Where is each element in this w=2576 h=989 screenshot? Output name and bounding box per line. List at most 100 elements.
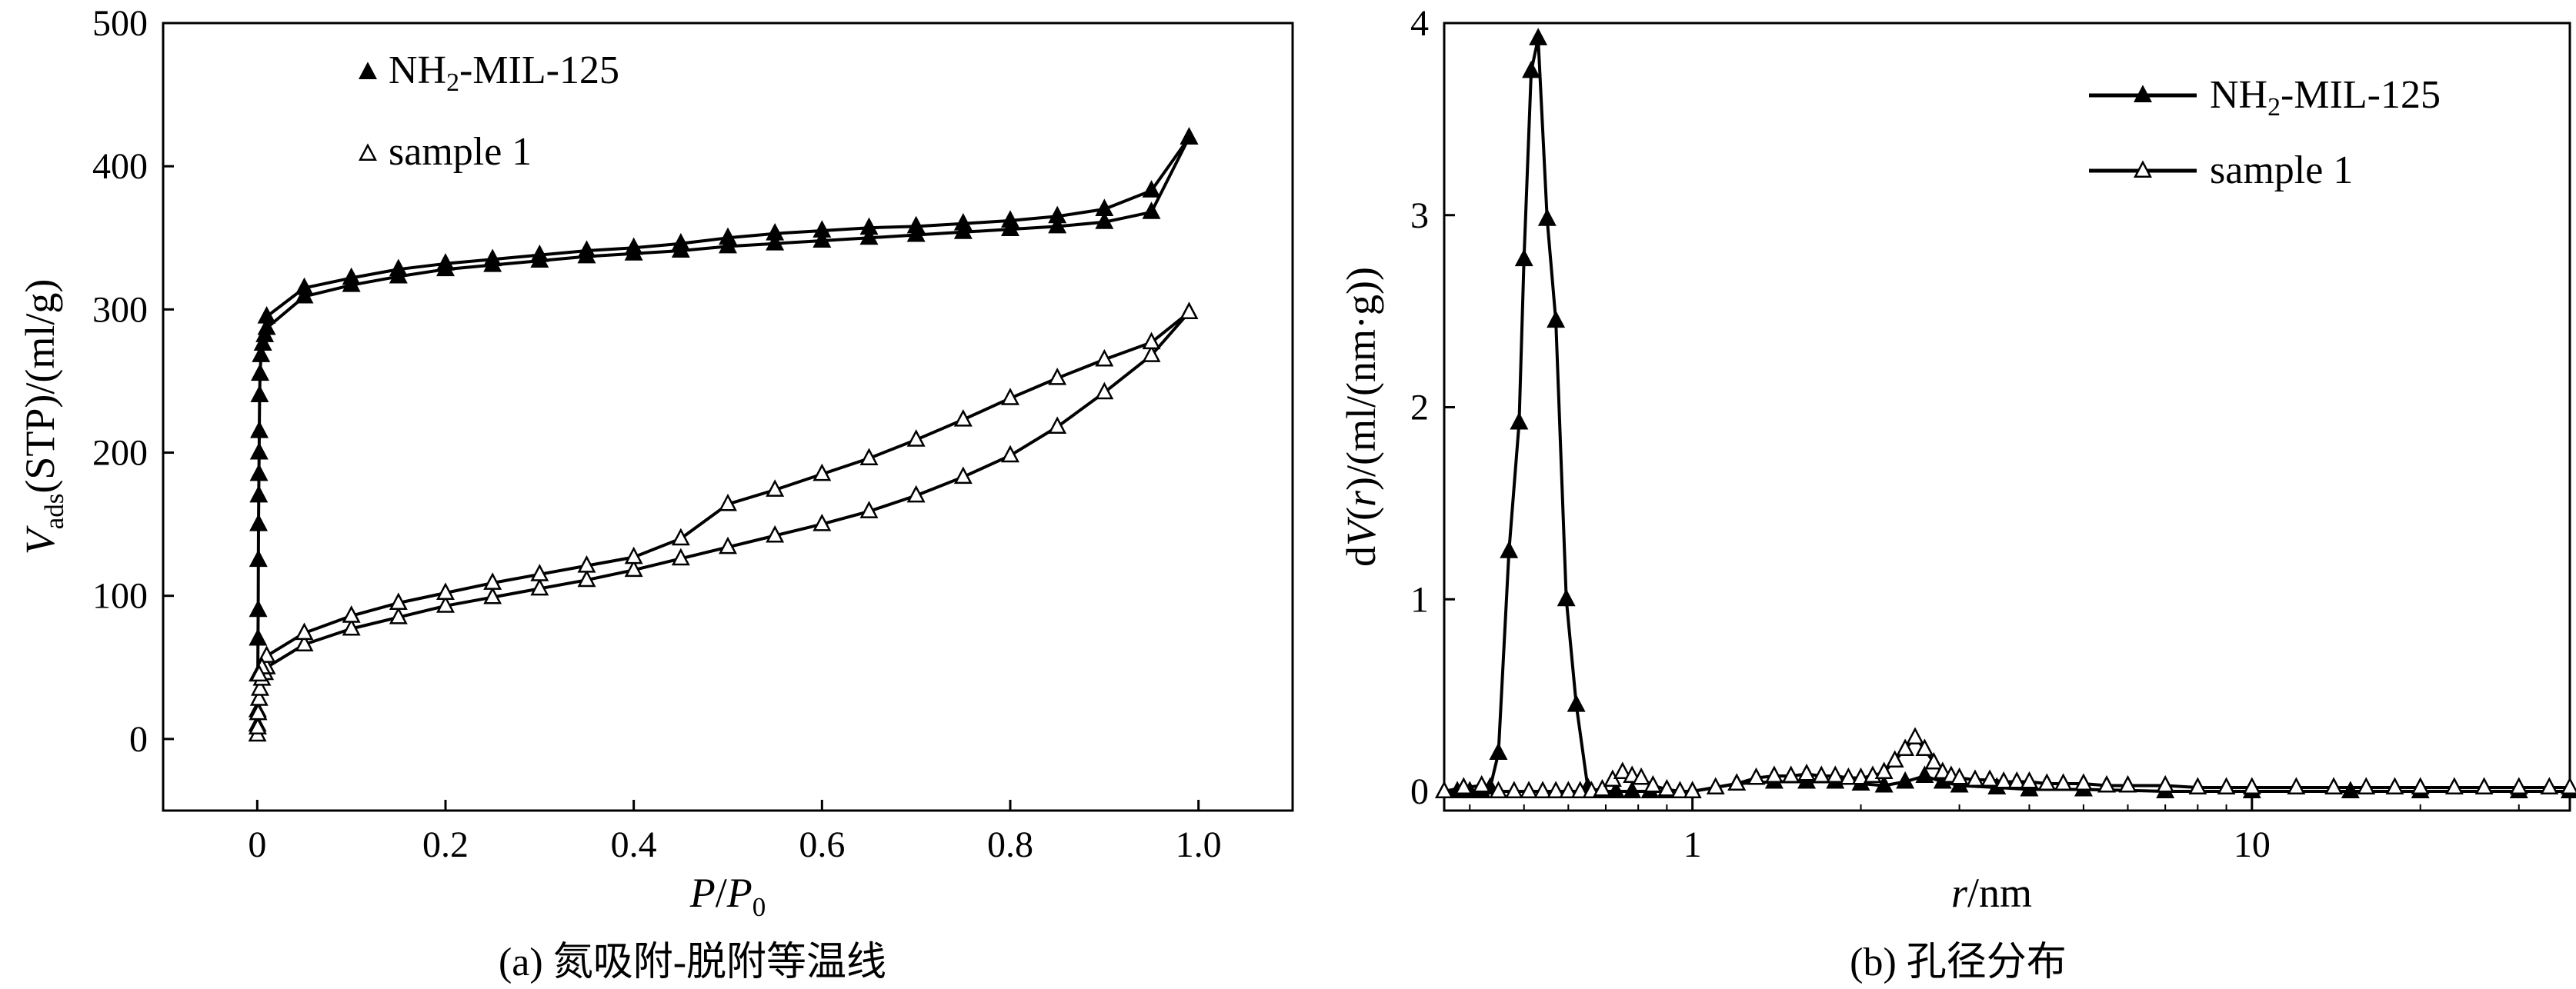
data-point — [1747, 767, 1766, 785]
data-point — [1915, 738, 1934, 757]
data-point — [1764, 765, 1784, 783]
data-point — [2074, 773, 2093, 791]
data-point — [1095, 381, 1114, 400]
data-point — [624, 559, 643, 578]
data-point — [389, 592, 408, 610]
data-point — [2287, 777, 2306, 794]
series-line-0 — [1444, 37, 2570, 793]
data-point — [249, 599, 268, 618]
chart-isotherm: 0 0.2 0.4 0.6 0.8 1.0 0 100 200 300 400 500 P/P0 Vads… — [17, 3, 1294, 922]
data-point — [624, 546, 643, 564]
y-tick-label: 500 — [92, 3, 148, 44]
data-point — [1613, 761, 1632, 779]
data-point — [1454, 777, 1473, 794]
data-point — [1670, 781, 1690, 798]
data-point — [257, 645, 276, 663]
x-tick-label: 0.6 — [799, 824, 845, 865]
data-point — [1180, 301, 1199, 320]
y-tick-label: 300 — [92, 289, 148, 330]
data-point — [389, 606, 408, 624]
data-point — [766, 524, 785, 543]
data-point — [1142, 331, 1161, 350]
data-point — [1966, 769, 1984, 787]
data-point — [436, 582, 455, 600]
data-point — [1095, 198, 1114, 216]
data-point — [577, 569, 596, 588]
data-point — [257, 317, 276, 335]
legend-label: NH2-MIL-125 — [389, 48, 619, 97]
x-axis-title: r/nm — [1951, 870, 2032, 916]
data-point — [1570, 781, 1590, 798]
data-point — [483, 248, 502, 267]
data-point — [1683, 781, 1702, 798]
data-point — [813, 230, 832, 248]
x-axis-title: P/P0 — [689, 870, 766, 922]
data-point — [1781, 765, 1800, 783]
data-point — [813, 513, 832, 531]
data-point — [1559, 781, 1578, 798]
data-point — [1489, 742, 1508, 761]
data-point — [906, 224, 926, 242]
data-point — [859, 217, 879, 235]
data-point — [295, 277, 314, 295]
data-point — [249, 628, 268, 646]
data-point — [577, 554, 596, 573]
data-point — [295, 622, 314, 641]
data-point — [1514, 248, 1533, 267]
y-tick-label: 4 — [1410, 3, 1429, 44]
data-point — [906, 429, 926, 447]
data-point — [249, 485, 269, 503]
data-point — [1797, 763, 1817, 781]
y-tick-label: 3 — [1410, 195, 1429, 236]
data-point — [577, 240, 596, 258]
data-point — [1851, 767, 1870, 785]
data-point — [1500, 541, 1519, 558]
series-line-1-adsorption — [255, 311, 1190, 735]
data-point — [1510, 411, 1529, 430]
data-point — [953, 466, 973, 485]
data-point — [906, 485, 926, 503]
data-point — [530, 244, 549, 262]
data-point — [250, 385, 269, 403]
x-tick-label: 0.8 — [987, 824, 1033, 865]
data-point — [1593, 778, 1612, 797]
legend-marker — [359, 62, 377, 79]
data-point — [719, 227, 737, 245]
data-point — [1874, 774, 1894, 793]
data-point — [1874, 761, 1894, 779]
data-point — [1896, 771, 1915, 789]
data-point — [1906, 727, 1924, 745]
data-point — [342, 618, 361, 636]
y-tick-label: 100 — [92, 576, 148, 617]
data-point — [2540, 777, 2559, 794]
data-point — [2242, 777, 2261, 794]
data-point — [257, 306, 276, 324]
x-tick-label: 0 — [248, 824, 266, 865]
data-point — [1533, 781, 1553, 798]
data-point — [1826, 765, 1845, 783]
data-point — [1180, 127, 1199, 145]
data-point — [1537, 208, 1557, 226]
data-point — [251, 363, 269, 381]
legend-marker — [359, 143, 377, 161]
plot-frame — [162, 22, 1294, 812]
legend-marker — [2134, 160, 2152, 178]
data-point — [953, 409, 973, 427]
data-point — [813, 463, 832, 481]
data-point — [483, 572, 502, 590]
data-point — [295, 634, 314, 651]
data-point — [1520, 781, 1538, 798]
data-point — [671, 528, 690, 546]
data-point — [530, 564, 549, 581]
data-point — [953, 212, 973, 231]
data-point — [766, 479, 785, 497]
data-point — [2444, 777, 2464, 794]
y-tick-label: 200 — [92, 433, 148, 474]
data-point — [1950, 767, 1969, 785]
data-point — [2357, 777, 2376, 794]
data-point — [1489, 781, 1508, 798]
data-point — [1001, 388, 1019, 405]
data-point — [1547, 781, 1566, 798]
data-point — [1472, 774, 1491, 793]
data-point — [1994, 771, 2014, 789]
